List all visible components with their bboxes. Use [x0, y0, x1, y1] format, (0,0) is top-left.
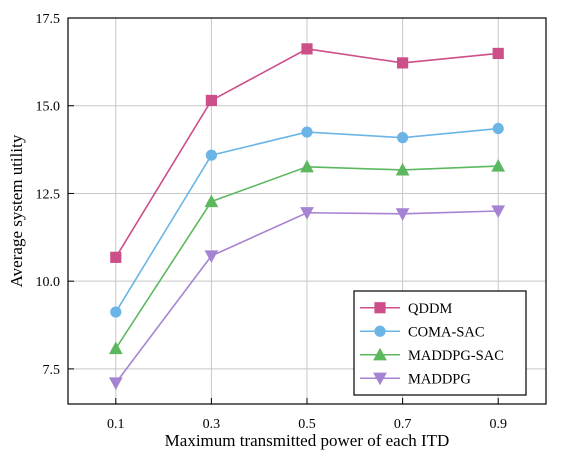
data-point-maddpg [491, 205, 506, 219]
data-point-maddpg [204, 250, 219, 263]
data-point-qddm [110, 251, 122, 263]
data-point-maddpg [395, 208, 410, 221]
data-point-maddpg-sac [108, 341, 123, 355]
series-layer [108, 43, 506, 390]
legend-marker [373, 347, 387, 361]
series-maddpg-sac [108, 159, 506, 355]
legend-label: MADDPG-SAC [408, 348, 504, 364]
legend-item-coma-sac: COMA-SAC [360, 324, 485, 340]
x-axis-label: Maximum transmitted power of each ITD [165, 431, 450, 450]
data-point-coma-sac [110, 306, 122, 318]
data-point-coma-sac [205, 149, 217, 161]
legend-marker [374, 302, 386, 314]
data-point-coma-sac [492, 122, 504, 135]
data-point-maddpg [300, 207, 314, 220]
legend-marker [373, 372, 387, 386]
data-point-maddpg-sac [491, 159, 506, 172]
y-tick-label: 12.5 [36, 187, 61, 202]
x-tick-label: 0.5 [298, 417, 316, 432]
x-tick-label: 0.1 [107, 417, 125, 432]
legend-label: MADDPG [408, 371, 471, 387]
data-point-coma-sac [301, 126, 313, 138]
y-tick-label: 10.0 [36, 275, 61, 290]
x-tick-label: 0.9 [489, 417, 507, 432]
series-coma-sac [110, 122, 504, 318]
y-axis-label: Average system utility [7, 134, 26, 287]
x-tick-label: 0.7 [394, 417, 412, 432]
data-point-maddpg-sac [204, 194, 219, 208]
legend-label: COMA-SAC [408, 324, 485, 340]
data-point-maddpg [108, 377, 123, 390]
series-qddm [110, 43, 504, 263]
legend-item-maddpg-sac: MADDPG-SAC [360, 347, 504, 364]
legend-item-qddm: QDDM [360, 301, 452, 317]
x-tick-label: 0.3 [203, 417, 221, 432]
data-point-maddpg-sac [395, 162, 410, 176]
y-tick-label: 7.5 [43, 363, 61, 378]
data-point-qddm [205, 94, 217, 107]
legend-label: QDDM [408, 301, 452, 317]
axis-ticks: 0.1 0.3 0.5 0.7 0.9 7.5 10.0 12.5 15.0 17.5 [36, 12, 507, 432]
y-tick-label: 17.5 [36, 12, 61, 27]
data-point-qddm [492, 47, 504, 60]
data-point-qddm [301, 43, 313, 55]
legend-item-maddpg: MADDPG [360, 371, 471, 387]
legend: QDDM COMA-SAC MADDPG-SAC MADDPG [353, 290, 527, 396]
series-maddpg [108, 205, 506, 390]
data-point-coma-sac [396, 132, 409, 144]
legend-marker [374, 325, 386, 337]
y-tick-label: 15.0 [36, 100, 61, 115]
data-point-qddm [396, 57, 409, 69]
data-point-maddpg-sac [300, 159, 314, 173]
